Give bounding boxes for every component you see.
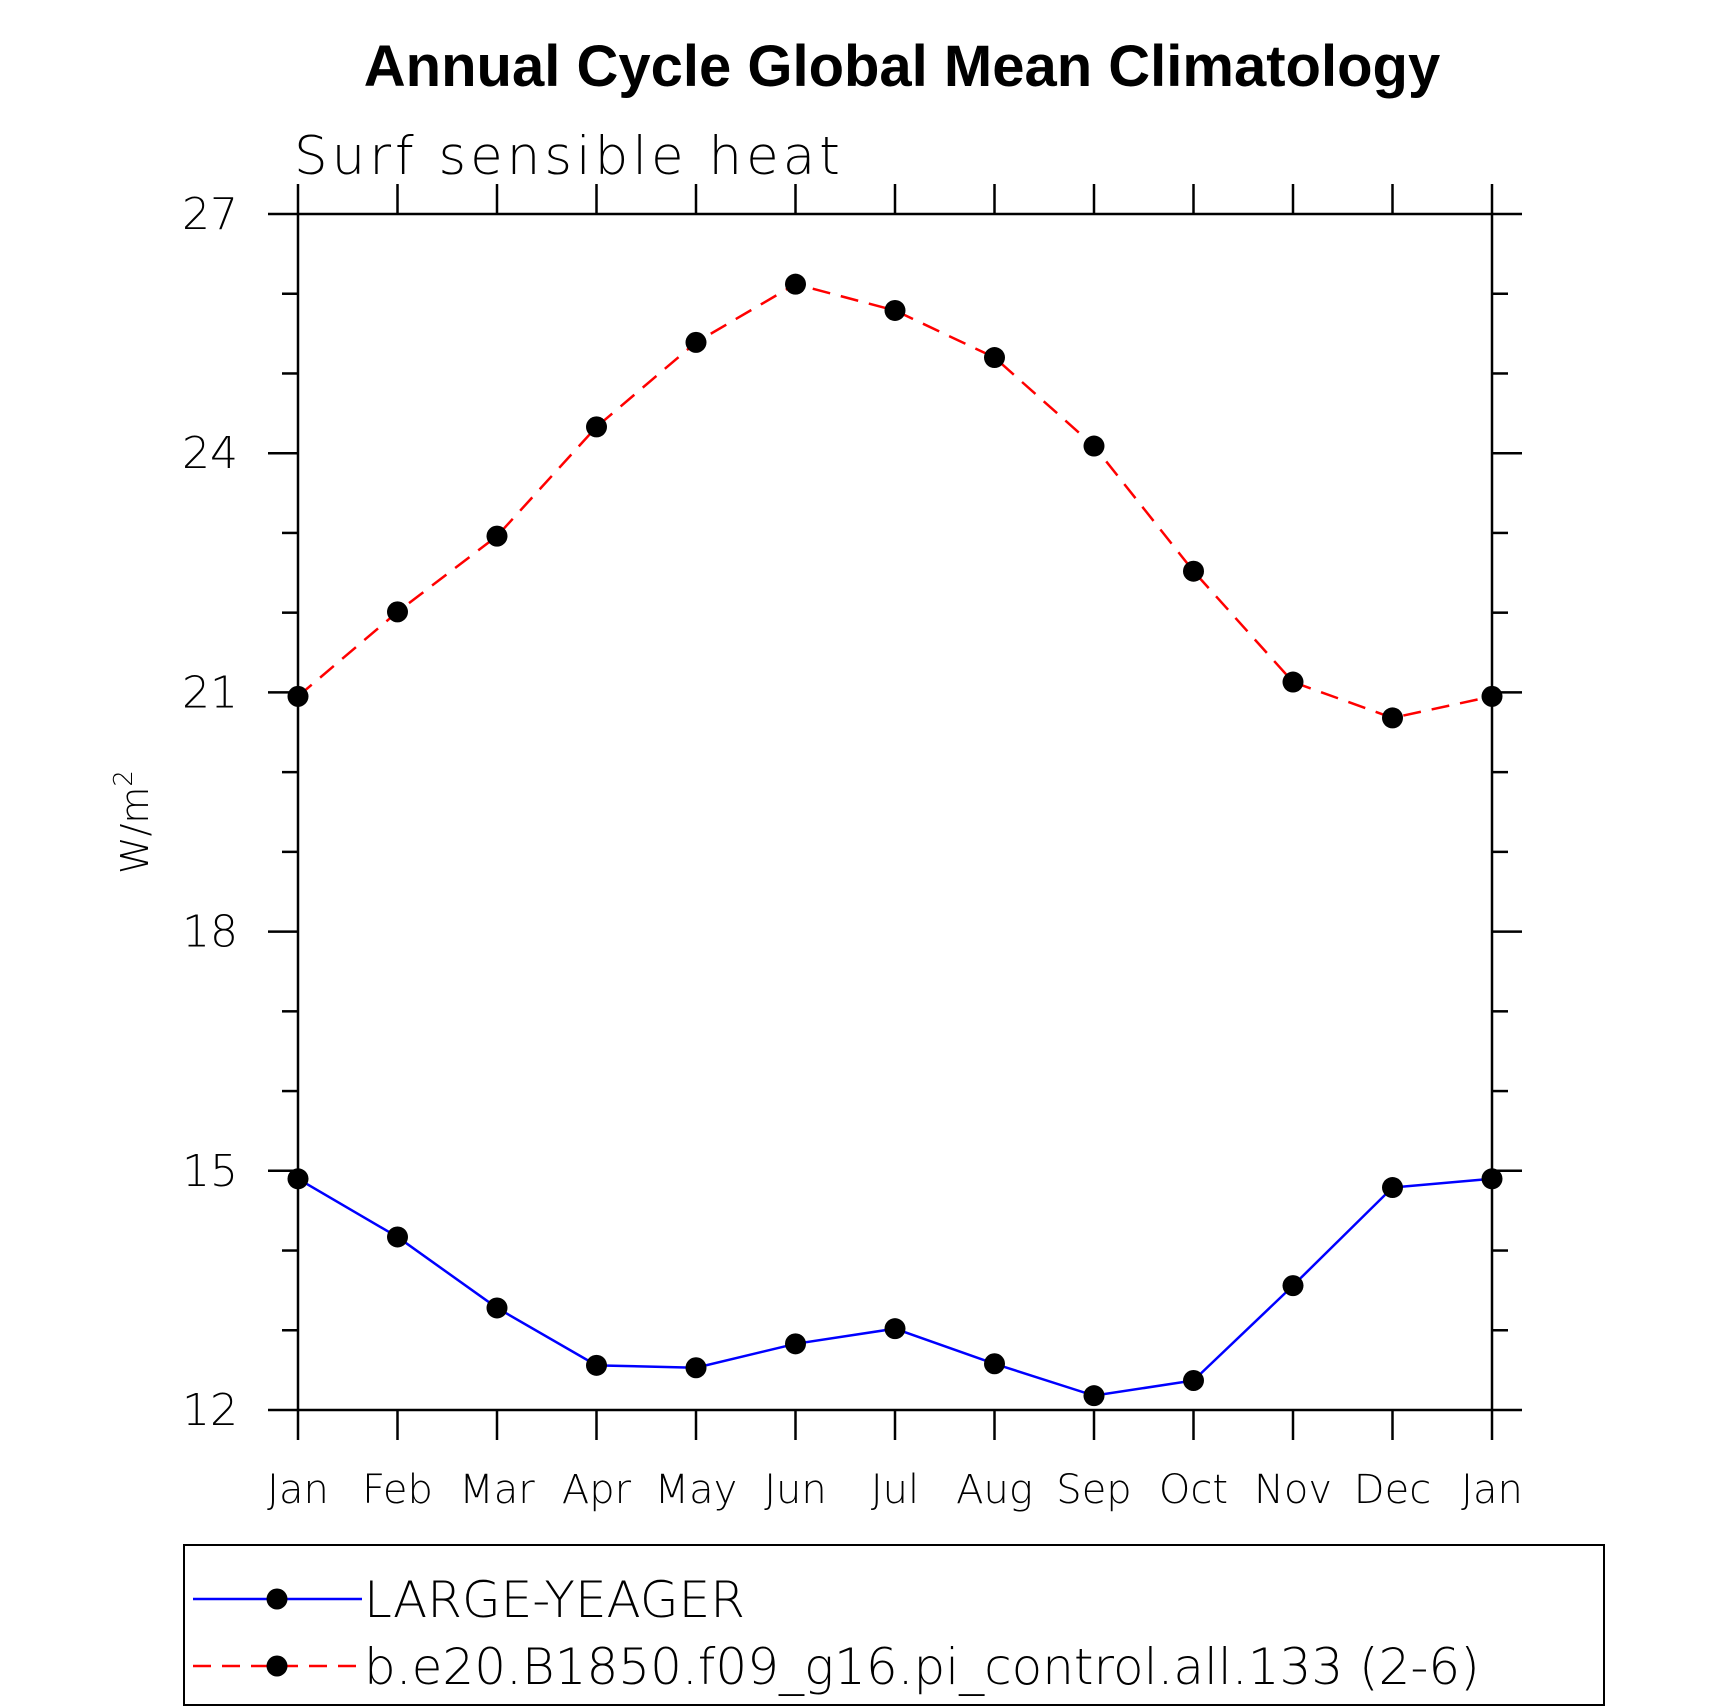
series-1-point	[785, 1333, 806, 1355]
x-tick-label: Jun	[764, 1467, 827, 1513]
chart-subtitle: Surf sensible heat	[294, 126, 844, 187]
series-1-point	[1481, 1168, 1503, 1190]
series-2-point	[287, 685, 309, 707]
series-1-point	[884, 1318, 906, 1340]
legend-label-2: b.e20.B1850.f09_g16.pi_control.all.133 (…	[364, 1638, 1480, 1696]
series-1-point	[287, 1168, 309, 1190]
y-tick-label: 27	[182, 189, 238, 240]
plot-frame	[296, 212, 1494, 1412]
x-tick-label: Sep	[1056, 1467, 1131, 1513]
legend-label-1: LARGE-YEAGER	[364, 1571, 745, 1629]
series-1-point	[1382, 1177, 1403, 1199]
axes: 12 15 18 21 24 27 Jan Feb Mar Apr May Jun Jul Aug Sep O…	[182, 184, 1523, 1513]
legend: LARGE-YEAGER b.e20.B1850.f09_g16.pi_contr…	[193, 1571, 1480, 1696]
y-tick-label: 12	[182, 1385, 238, 1436]
series-2-point	[486, 525, 508, 547]
x-tick-label: Dec	[1354, 1467, 1431, 1513]
series-2-point	[785, 273, 806, 295]
y-axis-label-main: W/m	[113, 787, 157, 874]
series-line-2	[297, 282, 1493, 720]
series-2-point	[586, 416, 607, 438]
x-tick-label: Jul	[871, 1467, 919, 1513]
series-2-point	[984, 347, 1005, 369]
series-1-point	[1183, 1369, 1204, 1391]
x-tick-label: Oct	[1159, 1467, 1228, 1513]
x-tick-label: Feb	[362, 1467, 433, 1513]
series-1-point	[1083, 1385, 1105, 1407]
legend-marker-2	[266, 1655, 288, 1677]
y-axis-label-superscript: 2	[109, 770, 139, 787]
x-tick-label: Nov	[1254, 1467, 1332, 1513]
series-layer	[287, 273, 1503, 1407]
y-tick-label: 18	[182, 907, 238, 958]
x-tick-label: Apr	[562, 1467, 632, 1513]
y-tick-label: 21	[182, 667, 238, 718]
x-tick-label: May	[655, 1467, 738, 1513]
series-line-1	[297, 1177, 1493, 1397]
legend-box	[183, 1544, 1605, 1706]
series-1-point	[486, 1297, 508, 1319]
series-2-point	[387, 601, 408, 623]
y-axis-label: W/m2	[109, 770, 157, 874]
y-tick-label: 15	[182, 1146, 238, 1197]
x-tick-label: Jan	[267, 1467, 329, 1513]
series-2-point	[1382, 707, 1403, 729]
chart-title: Annual Cycle Global Mean Climatology	[364, 34, 1440, 99]
legend-marker-1	[266, 1588, 288, 1610]
series-2-point	[1083, 435, 1105, 457]
series-2-point	[1183, 560, 1204, 582]
series-2-point	[1282, 671, 1304, 693]
series-2-point	[884, 299, 906, 321]
series-2-point	[685, 331, 707, 353]
series-1-point	[1282, 1275, 1304, 1297]
x-tick-label: Jan	[1461, 1467, 1523, 1513]
series-1-point	[586, 1354, 607, 1376]
series-1-point	[984, 1353, 1005, 1375]
series-1-point	[685, 1357, 707, 1379]
series-1-point	[387, 1226, 408, 1248]
x-tick-label: Mar	[459, 1467, 535, 1513]
x-tick-label: Aug	[956, 1467, 1033, 1513]
y-tick-label: 24	[182, 428, 238, 479]
series-2-point	[1481, 685, 1503, 707]
